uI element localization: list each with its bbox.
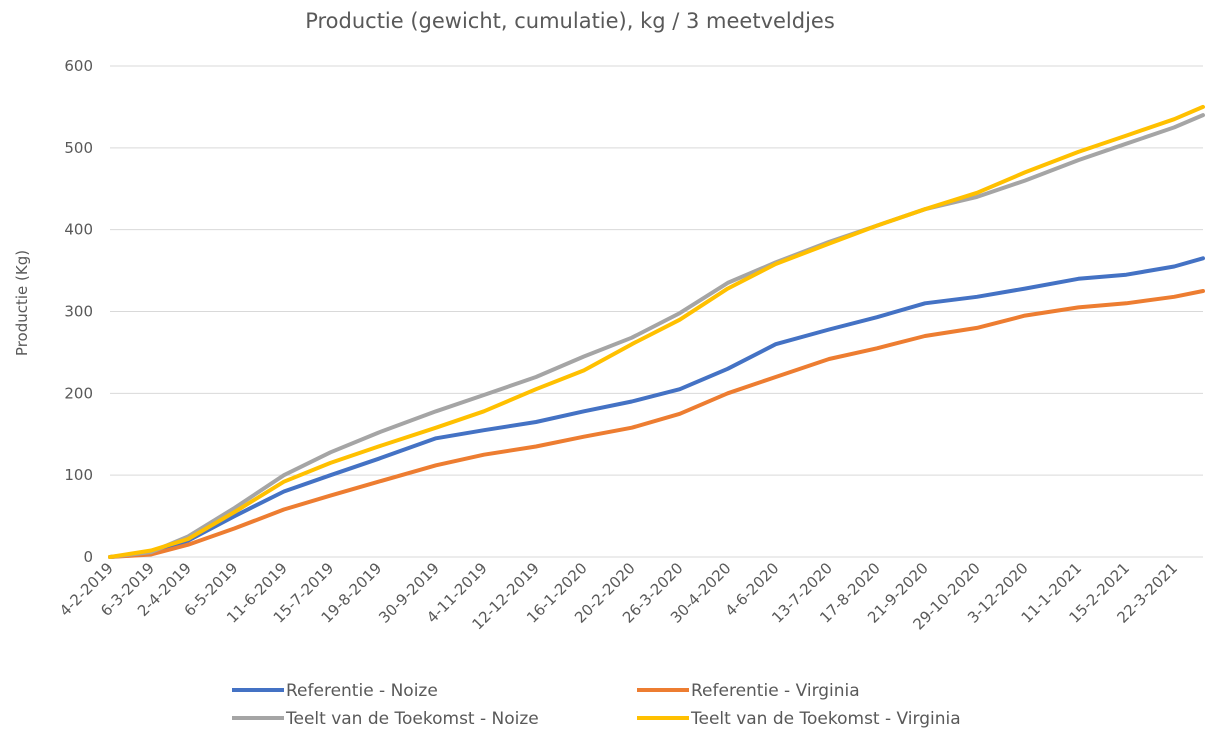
y-tick-label: 200 [64, 384, 93, 402]
series-line-2 [108, 113, 1205, 559]
legend-label-3: Teelt van de Toekomst - Virginia [690, 709, 961, 729]
legend-label-0: Referentie - Noize [286, 681, 438, 701]
series-line-0 [108, 256, 1205, 559]
y-tick-label: 0 [83, 548, 93, 566]
y-axis-label: Productie (Kg) [13, 250, 31, 356]
series-line-1 [108, 289, 1205, 559]
legend-label-1: Referentie - Virginia [691, 681, 860, 701]
y-tick-label: 400 [64, 221, 93, 239]
legend: Referentie - Noize Referentie - Virginia T… [232, 681, 961, 729]
chart-title: Productie (gewicht, cumulatie), kg / 3 m… [305, 9, 835, 33]
series-line-3 [108, 104, 1205, 559]
series-lines [108, 104, 1205, 559]
legend-label-2: Teelt van de Toekomst - Noize [285, 709, 539, 729]
y-tick-label: 100 [64, 466, 93, 484]
x-axis-ticks: 4-2-20196-3-20192-4-20196-5-201911-6-201… [56, 559, 1181, 633]
y-tick-label: 600 [64, 57, 93, 75]
y-axis-ticks: 0 100 200 300 400 500 600 [64, 57, 93, 566]
y-tick-label: 500 [64, 139, 93, 157]
y-tick-label: 300 [64, 303, 93, 321]
